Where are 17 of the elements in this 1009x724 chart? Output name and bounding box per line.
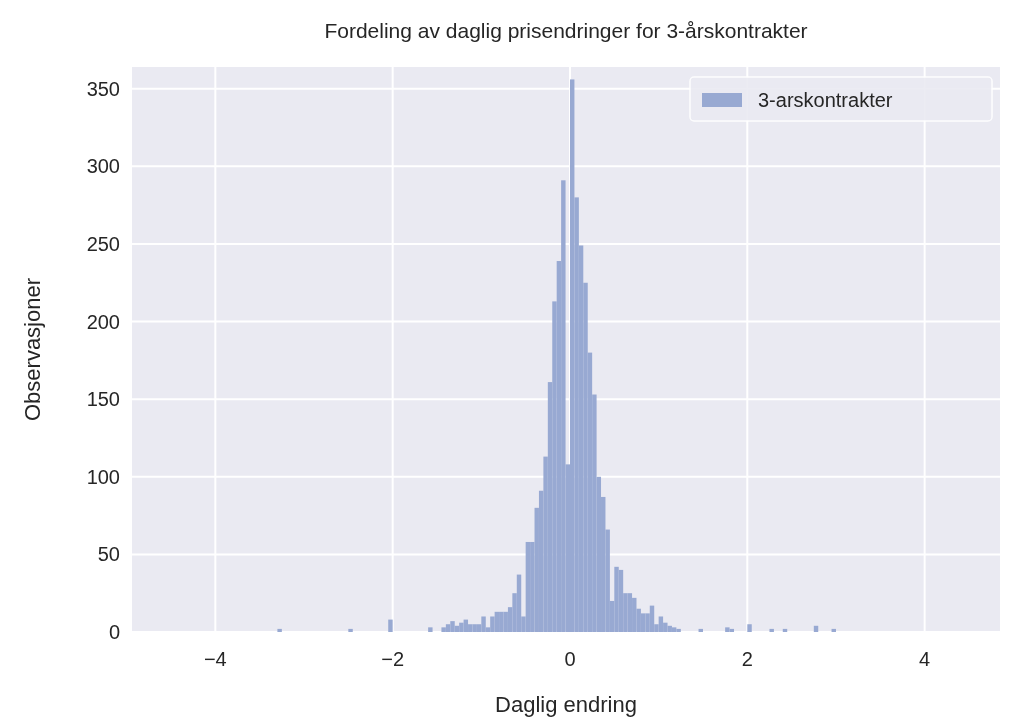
y-axis-title: Observasjoner: [20, 277, 45, 422]
y-tick-label: 100: [86, 465, 120, 488]
y-tick-label: 50: [97, 543, 120, 566]
x-tick-label: 0: [564, 648, 576, 670]
x-tick-label: −4: [203, 648, 227, 670]
x-tick-label: 4: [919, 648, 931, 670]
x-tick-label: 2: [741, 648, 753, 670]
y-tick-label: 300: [86, 155, 120, 178]
x-tick-label: −2: [381, 648, 405, 670]
y-tick-label: 250: [86, 232, 120, 255]
y-tick-label: 0: [108, 621, 120, 643]
y-tick-label: 350: [86, 77, 120, 100]
y-tick-label: 200: [86, 310, 120, 333]
y-tick-label: 150: [86, 388, 120, 411]
chart-title: Fordeling av daglig prisendringer for 3-årskontrakter: [324, 19, 808, 42]
legend-label: 3-arskontrakter: [758, 89, 893, 111]
x-axis-title: Daglig endring: [495, 692, 637, 717]
